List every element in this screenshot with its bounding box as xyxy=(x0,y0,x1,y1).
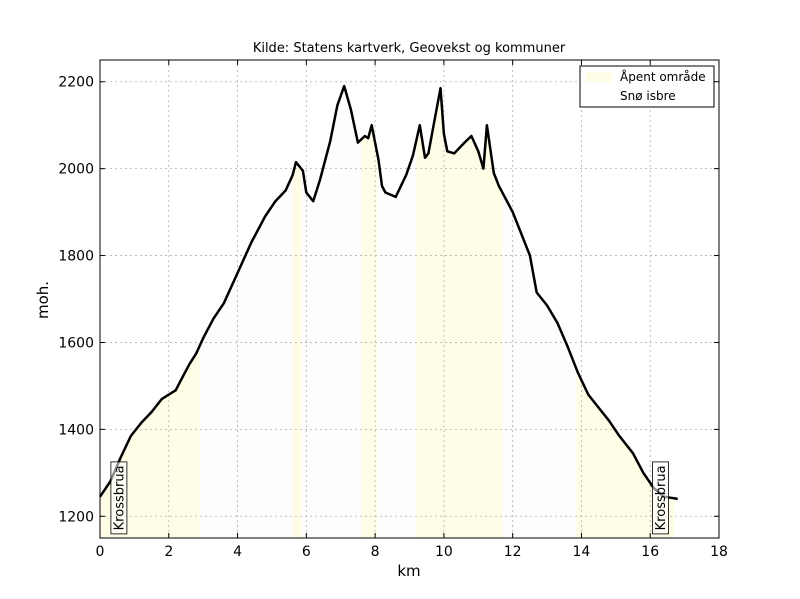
y-tick-label: 2000 xyxy=(58,162,94,178)
legend: Åpent område Snø isbre xyxy=(579,65,715,108)
x-tick-label: 10 xyxy=(435,544,453,560)
annotation-box xyxy=(110,461,128,535)
open-area-region xyxy=(292,162,302,538)
x-tick-label: 6 xyxy=(302,544,311,560)
annotation-text: Krossbrua xyxy=(654,465,669,530)
y-axis-label: moh. xyxy=(34,281,52,319)
chart-title: Kilde: Statens kartverk, Geovekst og kom… xyxy=(253,41,566,56)
x-tick-label: 18 xyxy=(710,544,728,560)
x-tick-label: 8 xyxy=(371,544,380,560)
x-tick-label: 14 xyxy=(573,544,591,560)
plot-frame xyxy=(99,59,720,539)
y-tick-label: 1600 xyxy=(58,335,94,351)
open-area-region xyxy=(416,88,503,538)
annotation-label: Krossbrua xyxy=(652,461,669,535)
plot-area: 0 2 4 6 8 10 12 14 16 18 1200 1400 1600 1800 2000 2200 K… xyxy=(58,59,728,560)
legend-label: Snø isbre xyxy=(620,89,676,103)
x-tick-label: 0 xyxy=(96,544,105,560)
legend-swatch xyxy=(586,91,612,101)
x-axis-label: km xyxy=(397,562,420,580)
x-tick-label: 12 xyxy=(504,544,522,560)
x-tick-label: 2 xyxy=(164,544,173,560)
annotation-box xyxy=(652,461,669,535)
legend-swatch xyxy=(586,72,612,82)
y-tick-label: 2200 xyxy=(58,75,94,91)
snow-area-region xyxy=(199,175,293,538)
x-tick-label: 16 xyxy=(641,544,659,560)
y-tick-label: 1800 xyxy=(58,249,94,265)
y-tick-label: 1400 xyxy=(58,422,94,438)
x-tick-label: 4 xyxy=(233,544,242,560)
annotation-text: Krossbrua xyxy=(112,465,127,530)
elevation-line xyxy=(98,84,678,501)
annotation-label: Krossbrua xyxy=(110,461,128,535)
snow-area-region xyxy=(301,86,362,538)
snow-area-region xyxy=(376,140,417,538)
y-tick-label: 1200 xyxy=(58,509,94,525)
open-area-region xyxy=(361,125,377,538)
snow-area-region xyxy=(502,192,577,538)
legend-label: Åpent område xyxy=(620,69,706,84)
